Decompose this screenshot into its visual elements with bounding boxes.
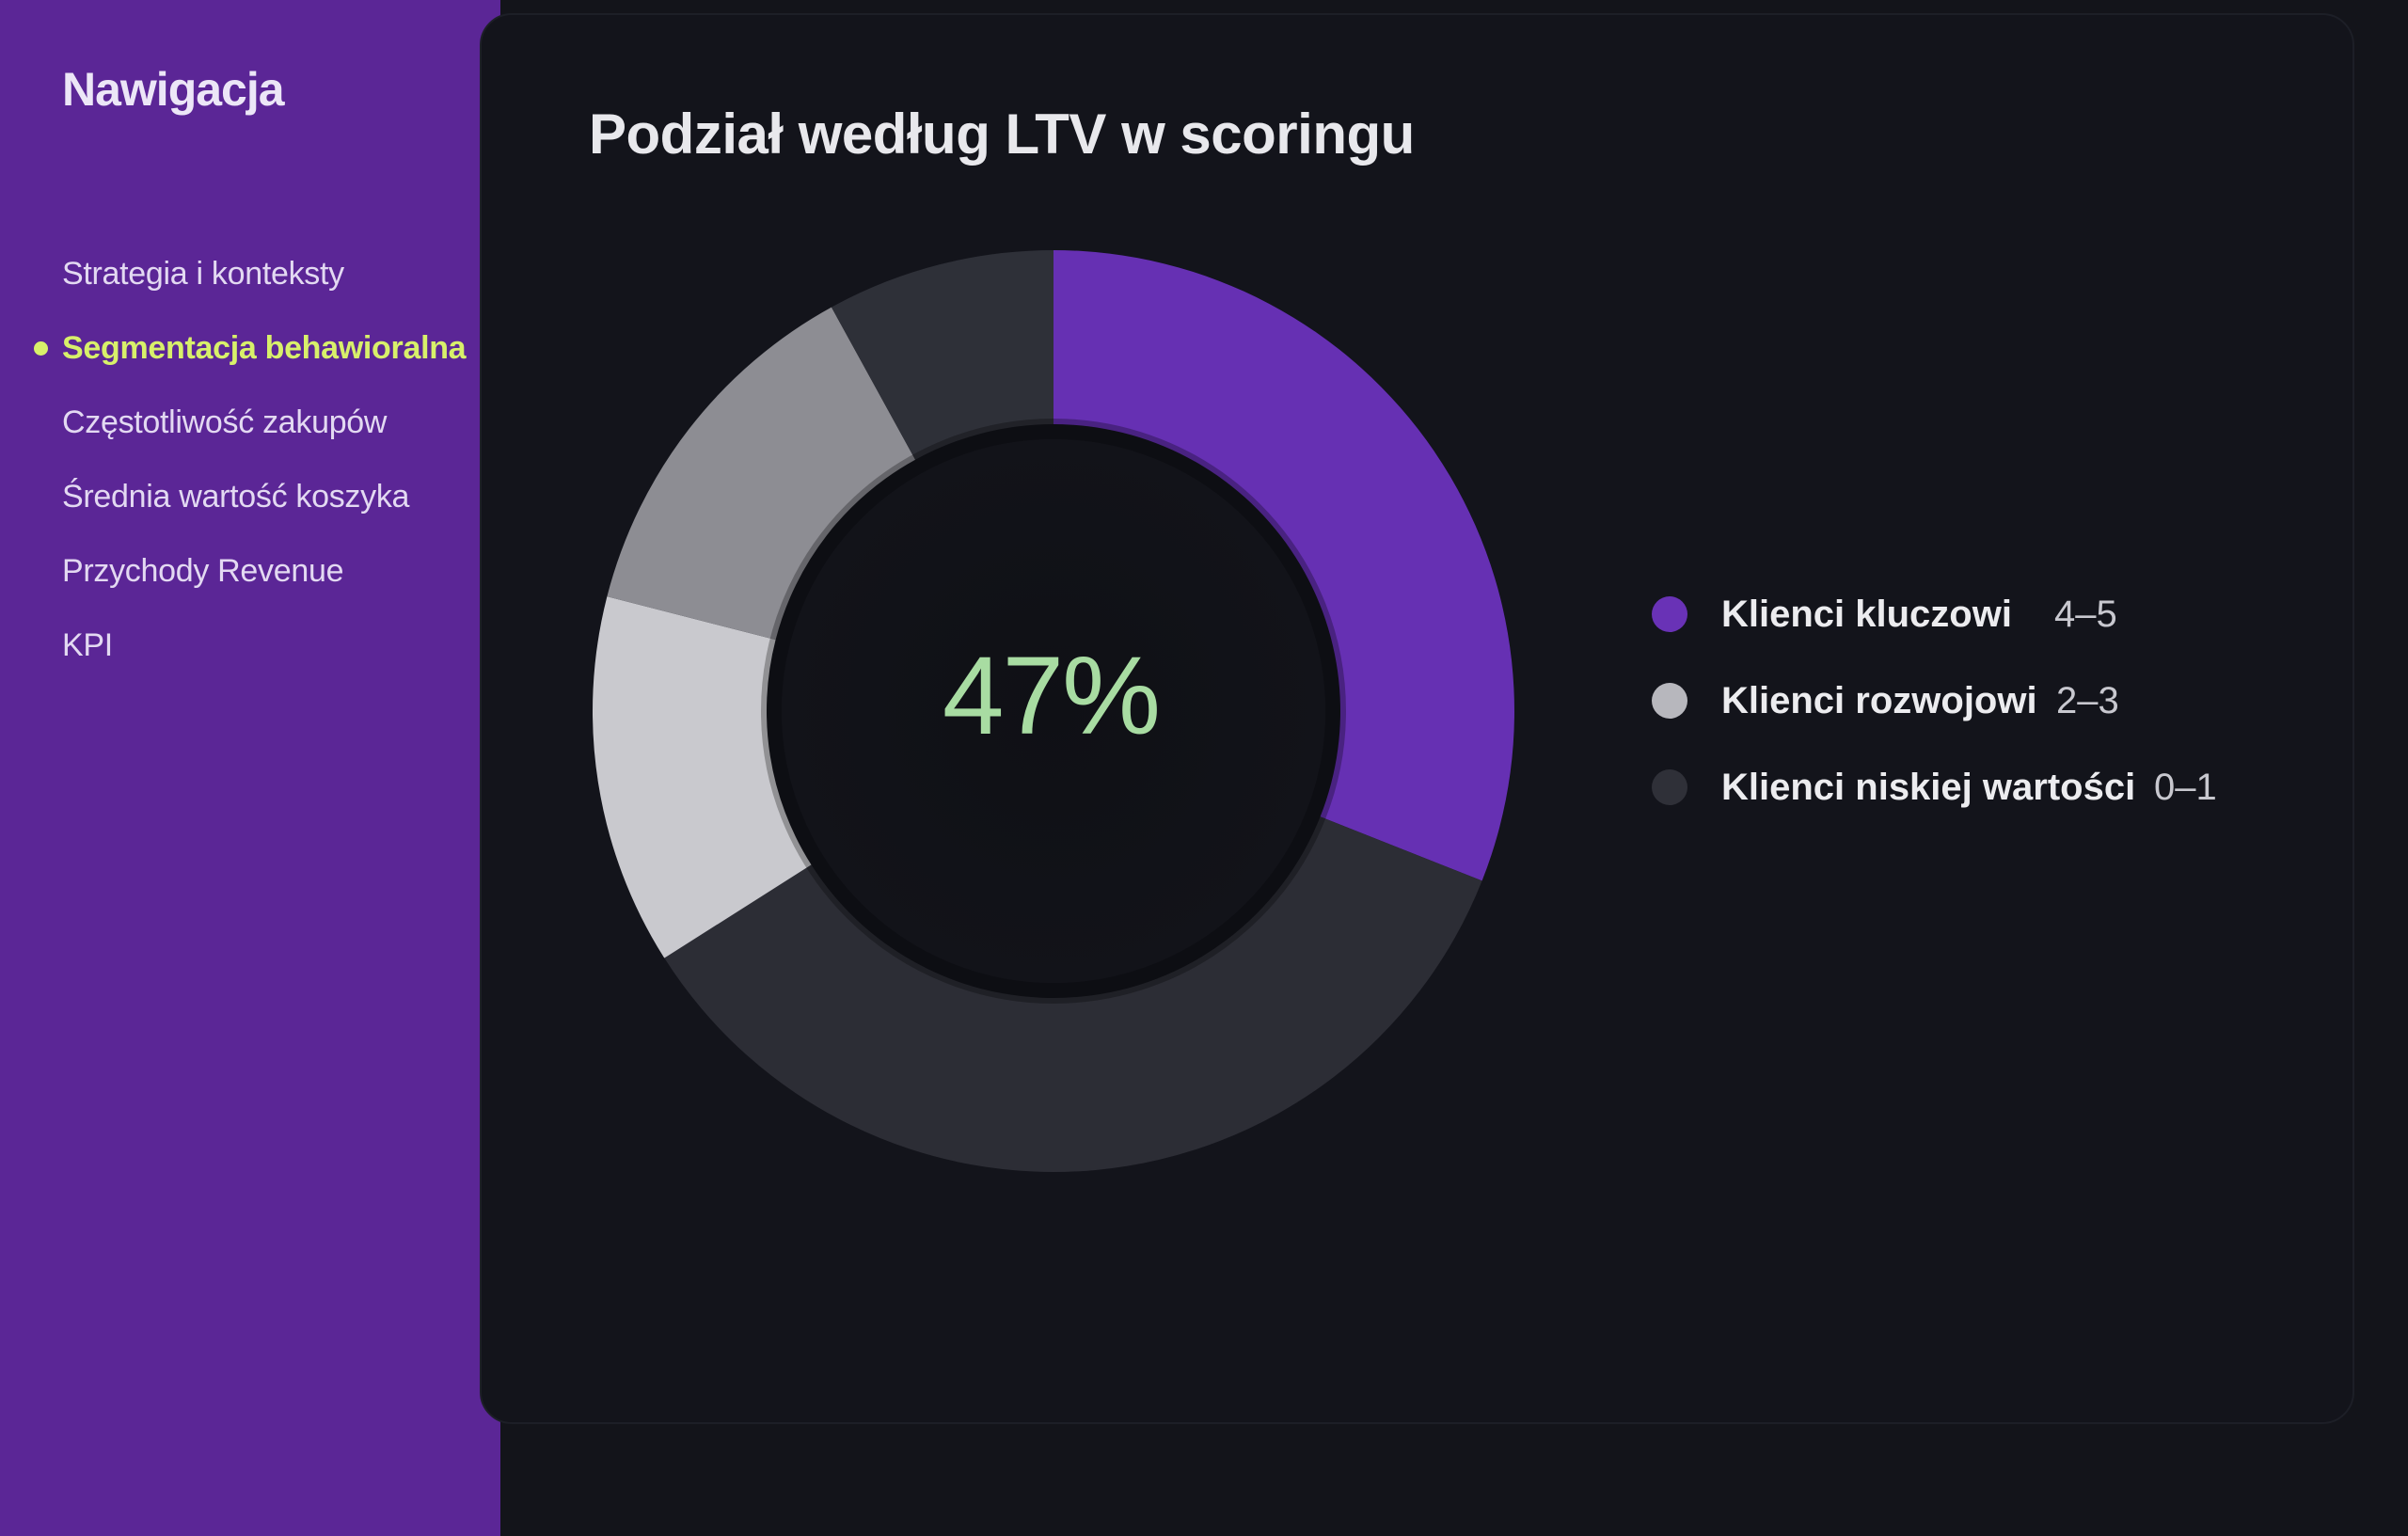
- legend-label: Klienci kluczowi: [1721, 594, 2012, 635]
- sidebar-item-label: Średnia wartość koszyka: [62, 479, 410, 515]
- sidebar-item-kpi[interactable]: KPI: [0, 618, 500, 692]
- donut-slice-4[interactable]: [831, 250, 1054, 460]
- sidebar-nav: Strategia i konteksty Segmentacja behawi…: [0, 246, 500, 692]
- sidebar-item-srednia-wartosc[interactable]: Średnia wartość koszyka: [0, 469, 500, 544]
- legend-range: 2–3: [2056, 680, 2119, 721]
- legend-label: Klienci rozwojowi: [1721, 680, 2037, 721]
- legend-range: 4–5: [2054, 594, 2117, 635]
- sidebar-item-przychody[interactable]: Przychody Revenue: [0, 544, 500, 618]
- legend-dot-icon: [1652, 596, 1687, 632]
- sidebar-title: Nawigacja: [62, 63, 285, 116]
- sidebar-item-strategia[interactable]: Strategia i konteksty: [0, 246, 500, 321]
- active-dot-icon: [34, 341, 48, 356]
- sidebar: Nawigacja Strategia i konteksty Segmenta…: [0, 0, 500, 1536]
- legend-dot-icon: [1652, 683, 1687, 719]
- sidebar-item-segmentacja[interactable]: Segmentacja behawioralna: [0, 321, 500, 395]
- inner-ring-shadow: [761, 419, 1346, 1004]
- sidebar-item-label: Strategia i konteksty: [62, 256, 344, 292]
- donut-hole: [782, 439, 1325, 983]
- sidebar-item-czestotliwosc[interactable]: Częstotliwość zakupów: [0, 395, 500, 469]
- sidebar-item-label: Częstotliwość zakupów: [62, 404, 388, 440]
- sidebar-item-label: Segmentacja behawioralna: [62, 330, 467, 366]
- donut-svg: [593, 250, 1514, 1172]
- sidebar-item-label: KPI: [62, 627, 113, 663]
- legend-dot-icon: [1652, 769, 1687, 805]
- legend-range: 0–1: [2154, 767, 2217, 808]
- legend-label: Klienci niskiej wartości: [1721, 767, 2136, 808]
- donut-slice-1[interactable]: [664, 816, 1482, 1172]
- donut-slice-2[interactable]: [593, 596, 812, 958]
- donut-slice-3[interactable]: [607, 307, 916, 641]
- donut-slice-0[interactable]: [1054, 250, 1514, 881]
- chart-title: Podział według LTV w scoringu: [589, 103, 1415, 166]
- donut-chart: 47%: [583, 241, 1524, 1181]
- sidebar-item-label: Przychody Revenue: [62, 553, 344, 589]
